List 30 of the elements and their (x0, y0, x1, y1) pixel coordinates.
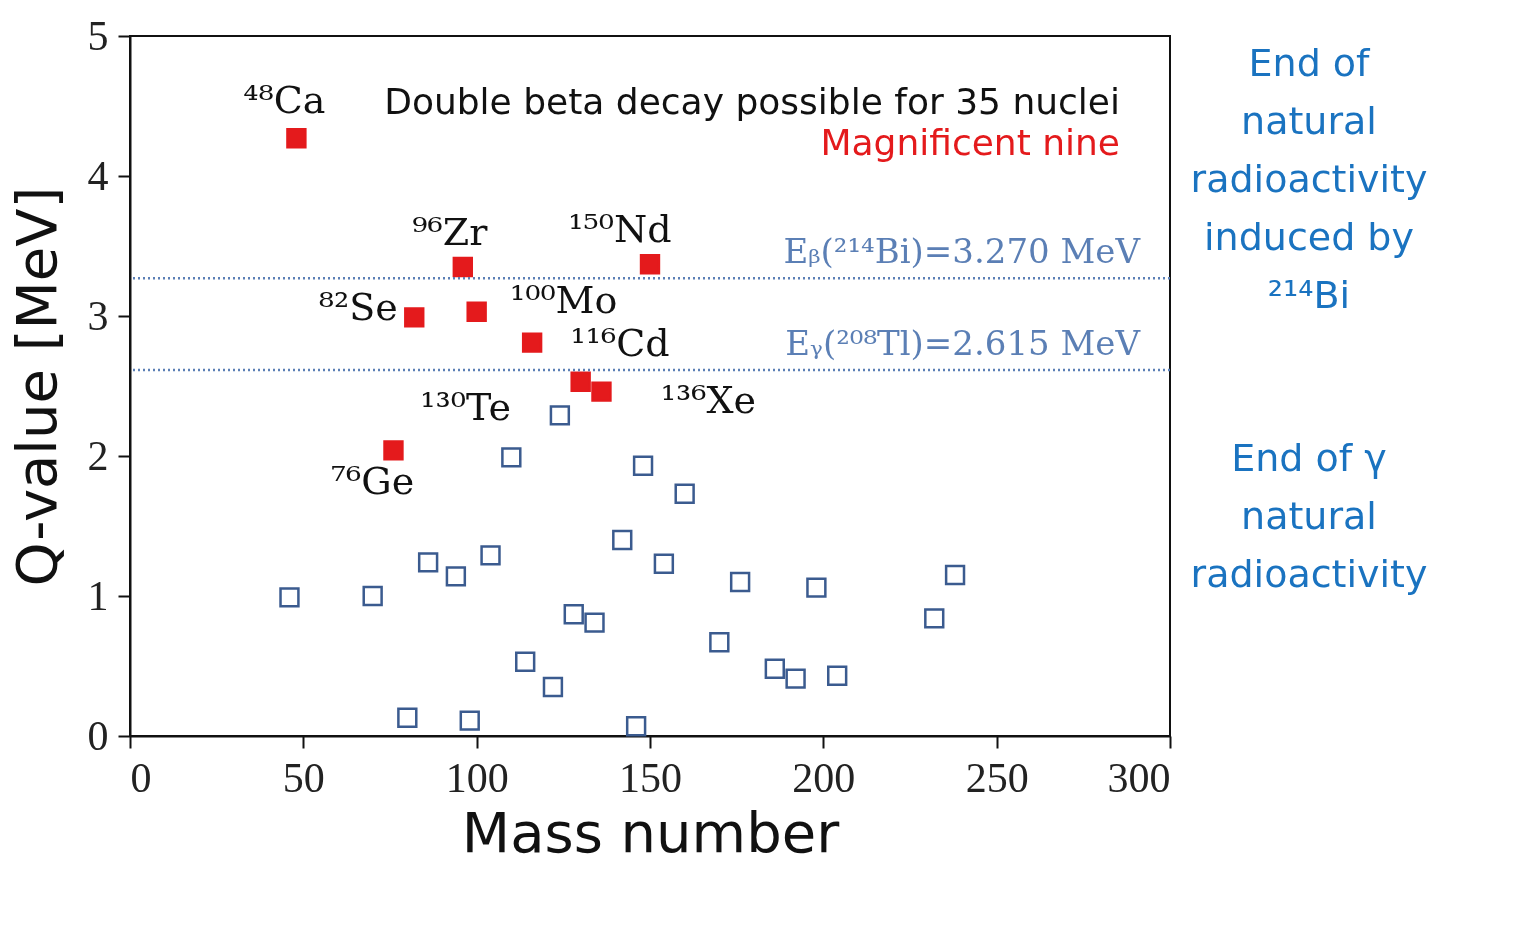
annotation: ⁷⁶Ge (330, 459, 415, 504)
y-tick-label: 2 (87, 432, 109, 479)
annotation: ¹⁰⁰Mo (509, 277, 618, 322)
annotation: ¹³⁶Xe (660, 377, 757, 422)
y-tick-label: 0 (87, 712, 109, 759)
text: End of γ natural radioactivity (1190, 436, 1428, 596)
annotation: ¹⁵⁰Nd (568, 207, 672, 252)
x-tick-label: 250 (965, 754, 1029, 801)
x-tick-label: 300 (1107, 754, 1171, 801)
y-tick-label: 5 (87, 12, 109, 59)
x-tick-label: 200 (792, 754, 856, 801)
text: Magnificent nine (820, 122, 1120, 163)
x-tick-label: 150 (619, 754, 682, 801)
y-tick-label: 1 (87, 572, 109, 619)
y-axis-title: Q-value [MeV] (3, 186, 69, 587)
y-tick-label: 4 (87, 152, 109, 199)
annotation: ¹³⁰Te (420, 384, 511, 429)
x-tick-label: 50 (282, 754, 325, 801)
annotation: Double beta decay possible for 35 nuclei (384, 81, 1120, 122)
x-axis-title: Mass number (461, 799, 841, 865)
text: End of natural radioactivity induced by ²¹⁴Bi (1190, 41, 1428, 317)
ref-line-label: Eᵦ(²¹⁴Bi)=3.270 MeV (783, 231, 1142, 272)
annotation: ⁸²Se (318, 285, 398, 330)
ref-line-label: Eᵧ(²⁰⁸Tl)=2.615 MeV (785, 322, 1142, 363)
y-tick-label: 3 (87, 292, 109, 339)
annotation: ⁴⁸Ca (243, 78, 326, 123)
annotation: ¹¹⁶Cd (570, 320, 670, 365)
x-tick-label: 100 (445, 754, 509, 801)
x-tick-label: 0 (130, 754, 152, 801)
annotation: ⁹⁶Zr (412, 210, 489, 254)
